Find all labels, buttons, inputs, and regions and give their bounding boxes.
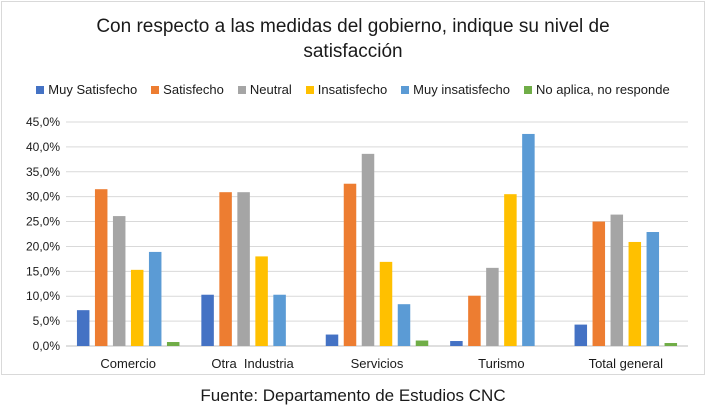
bar <box>130 269 144 346</box>
chart-title: Con respecto a las medidas del gobierno,… <box>0 14 706 64</box>
y-tick-label: 0,0% <box>33 339 61 353</box>
chart-title-line-2: satisfacción <box>303 41 403 62</box>
bar <box>574 324 588 346</box>
y-tick-label: 10,0% <box>26 289 60 303</box>
bar <box>255 256 268 346</box>
x-tick-label: Total general <box>589 356 664 371</box>
x-tick-label: Comercio <box>100 356 156 371</box>
bar <box>628 241 642 346</box>
legend-swatch <box>524 85 532 94</box>
bar <box>112 216 126 346</box>
bar <box>94 189 108 346</box>
legend-item: Muy insatisfecho <box>401 82 510 97</box>
legend-swatch <box>401 85 410 94</box>
legend-label: No aplica, no responde <box>536 82 670 97</box>
legend-label: Insatisfecho <box>317 82 388 97</box>
y-tick-label: 45,0% <box>26 115 60 129</box>
bar <box>450 341 463 346</box>
bar <box>273 294 286 346</box>
bar <box>237 192 250 346</box>
chart-title-line-1: Con respecto a las medidas del gobierno,… <box>96 16 610 37</box>
y-tick-label: 20,0% <box>26 239 60 253</box>
y-tick-label: 5,0% <box>33 314 61 328</box>
legend-swatch <box>36 85 45 94</box>
bar <box>397 304 411 346</box>
y-tick-label: 15,0% <box>26 264 60 278</box>
bar <box>522 133 535 346</box>
legend-item: No aplica, no responde <box>524 82 670 97</box>
bar <box>325 334 339 346</box>
bar <box>148 251 162 346</box>
legend-item: Neutral <box>237 82 292 97</box>
bar <box>646 232 660 346</box>
x-tick-label: Turismo <box>478 356 524 371</box>
legend-swatch <box>151 85 160 94</box>
y-tick-label: 35,0% <box>26 165 60 179</box>
legend-swatch <box>237 85 246 94</box>
legend-swatch <box>305 85 314 94</box>
legend-label: Neutral <box>249 82 292 97</box>
bar <box>664 343 678 346</box>
bar <box>504 194 517 346</box>
bar <box>361 153 375 346</box>
x-tick-label: Otra Industria <box>211 356 294 371</box>
chart-legend: Muy Satisfecho Satisfecho Neutral Insatisfe… <box>0 82 706 97</box>
legend-item: Muy Satisfecho <box>36 82 137 97</box>
bar <box>219 192 232 346</box>
legend-label: Satisfecho <box>163 82 224 97</box>
bar <box>592 221 606 346</box>
legend-item: Satisfecho <box>151 82 224 97</box>
bar <box>166 342 180 346</box>
y-tick-label: 25,0% <box>26 215 60 229</box>
source-note: Fuente: Departamento de Estudios CNC <box>200 386 506 405</box>
y-tick-label: 30,0% <box>26 190 60 204</box>
bar <box>76 310 90 346</box>
bar <box>343 183 357 346</box>
x-tick-label: Servicios <box>351 356 404 371</box>
bar <box>379 261 393 346</box>
y-tick-label: 40,0% <box>26 140 60 154</box>
bar <box>415 340 429 346</box>
legend-item: Insatisfecho <box>305 82 388 97</box>
bar <box>486 267 499 346</box>
legend-label: Muy insatisfecho <box>413 82 510 97</box>
bar <box>610 214 624 346</box>
bar <box>201 294 214 346</box>
legend-label: Muy Satisfecho <box>48 82 138 97</box>
bar <box>468 295 481 346</box>
